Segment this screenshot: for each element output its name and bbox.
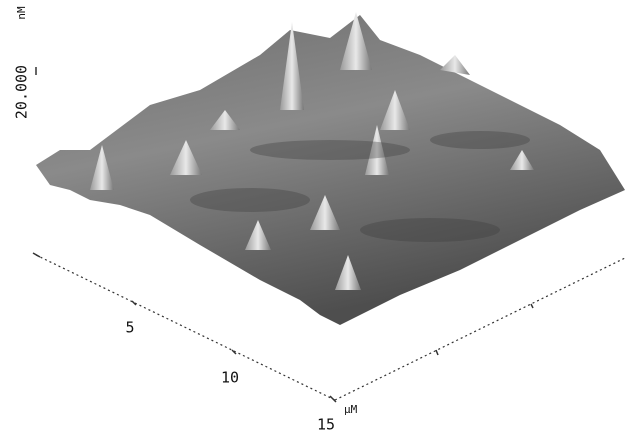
x-tick-label: 15 [317, 416, 335, 434]
afm-surface-view: 20.000 nM 5 10 15 µM [0, 0, 636, 436]
tick [436, 350, 438, 355]
z-unit-label: nM [15, 6, 28, 20]
page: {"z_axis": {"scale": "20.000", "unit": "… [0, 0, 636, 436]
surface [36, 15, 625, 325]
z-scale-label: 20.000 [13, 65, 31, 119]
tick [330, 396, 336, 402]
x-unit-label: µM [344, 403, 358, 416]
tick [33, 253, 40, 257]
tick [531, 304, 533, 308]
x-tick-label: 10 [221, 369, 239, 387]
x-tick-label: 5 [125, 319, 134, 337]
